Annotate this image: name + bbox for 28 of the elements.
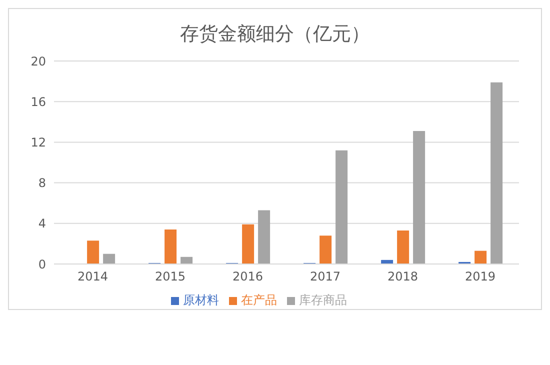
legend-label: 库存商品 <box>299 293 347 307</box>
bar <box>397 230 410 264</box>
y-tick-label: 20 <box>30 54 46 68</box>
x-tick-label: 2017 <box>310 270 341 284</box>
x-tick-label: 2019 <box>464 270 496 284</box>
y-tick-label: 0 <box>38 257 46 272</box>
bar <box>336 150 348 264</box>
bar <box>242 224 254 264</box>
bar <box>413 131 426 264</box>
legend-label: 在产品 <box>241 293 277 307</box>
bar <box>180 256 193 264</box>
bar <box>103 254 116 264</box>
x-tick-label: 2016 <box>232 270 264 284</box>
y-tick-label: 4 <box>38 216 46 231</box>
bar <box>87 240 100 264</box>
bar <box>474 250 487 264</box>
y-tick-label: 16 <box>30 94 46 109</box>
bar <box>164 229 177 264</box>
x-tick-label: 2018 <box>387 270 418 284</box>
y-tick-label: 12 <box>30 135 46 150</box>
x-tick-label: 2014 <box>77 270 108 284</box>
bar <box>258 210 270 264</box>
bar <box>320 236 332 264</box>
bar <box>490 82 503 264</box>
legend-label: 原材料 <box>183 293 219 307</box>
x-tick-label: 2015 <box>154 270 186 284</box>
y-tick-label: 8 <box>38 176 46 190</box>
chart-title: 存货金额细分（亿元） <box>179 22 371 47</box>
